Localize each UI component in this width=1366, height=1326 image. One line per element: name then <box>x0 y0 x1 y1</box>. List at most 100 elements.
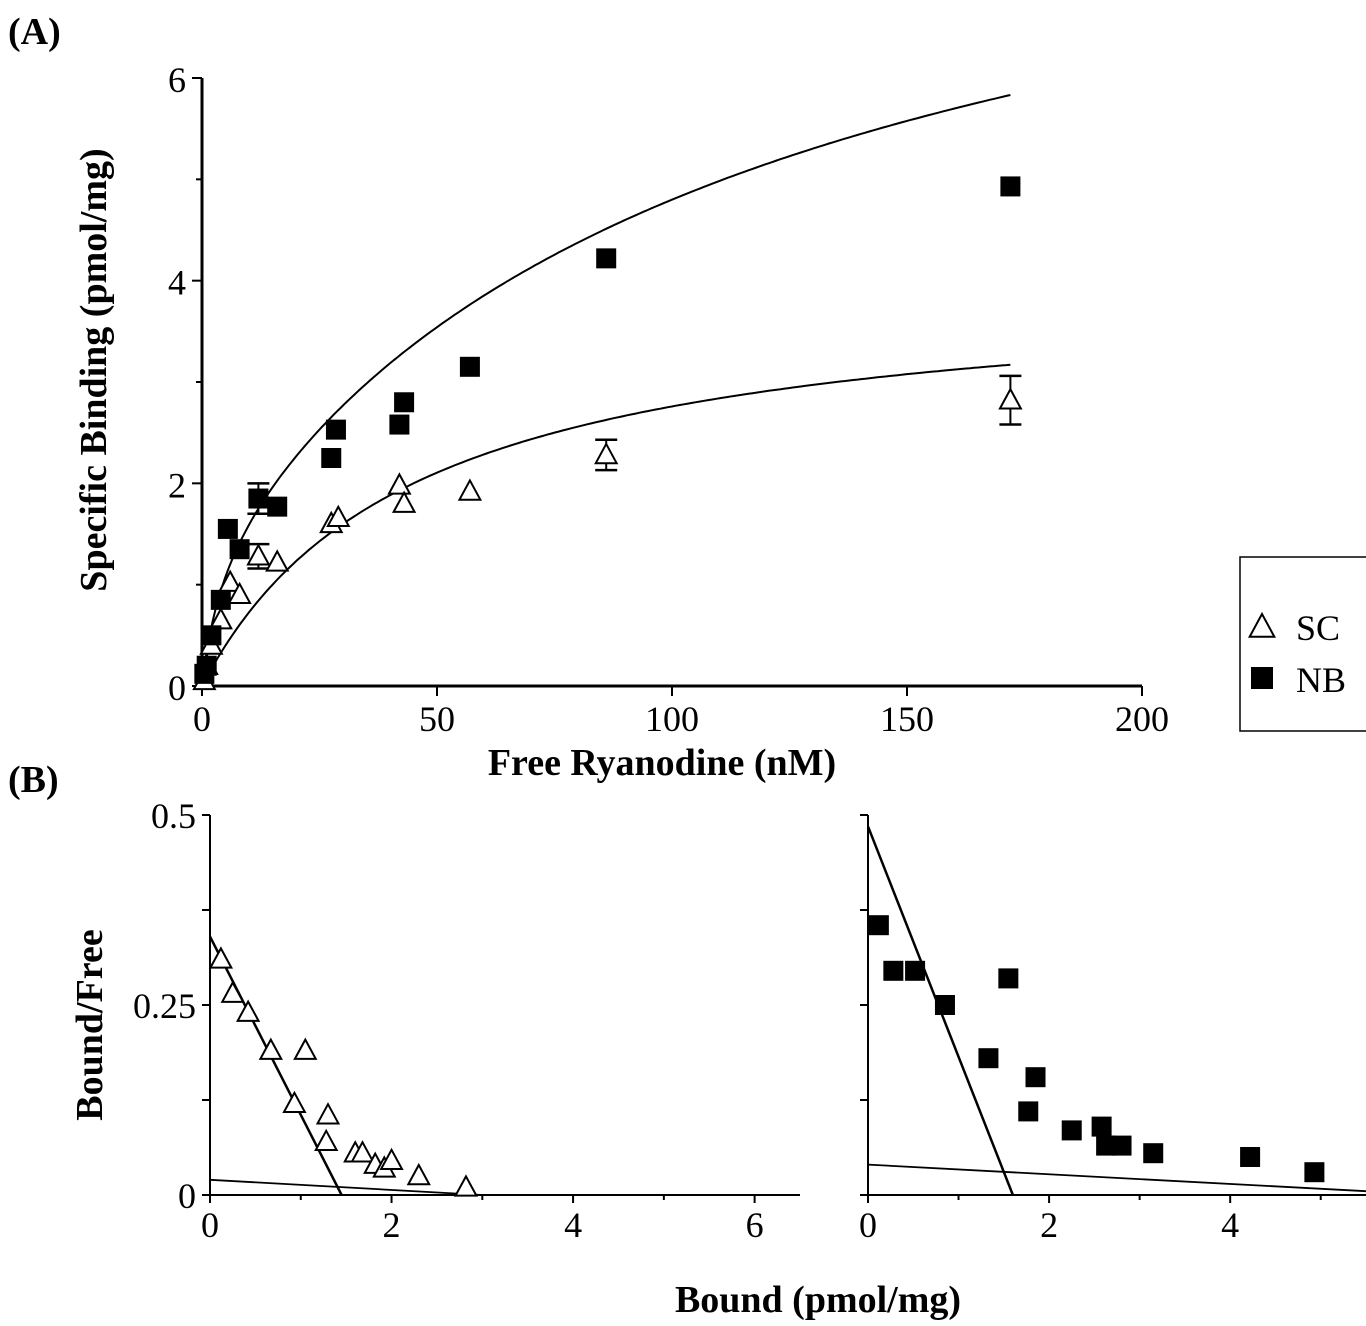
nb-data-point <box>394 392 415 413</box>
panel-b-right-nb-data-point <box>1018 1101 1039 1122</box>
nb-data-point <box>201 625 222 646</box>
panel-a-y-axis-title: Specific Binding (pmol/mg) <box>73 148 115 591</box>
panel-a-fit-curves <box>203 94 1011 682</box>
nb-data-point <box>267 496 288 517</box>
panel-b-left-low-affinity-line <box>209 1178 483 1196</box>
panel-b-left-sc-data-point <box>282 1090 307 1114</box>
panel-b-left-sc-data-point <box>208 946 234 969</box>
panel-b-left-sc-data-point <box>314 1128 339 1152</box>
sc-data-point <box>246 543 271 566</box>
panel-a-x-tick-label: 200 <box>1115 699 1169 739</box>
panel-b-left-sc-data-point <box>379 1147 404 1171</box>
panel-b-left-data-points <box>208 946 479 1197</box>
sc-data-point <box>265 549 290 572</box>
panel-b-label: (B) <box>8 759 59 801</box>
panel-a-y-tick-label: 0 <box>168 668 186 708</box>
panel-b-left-sc-data-point <box>350 1140 375 1163</box>
panel-a-axes <box>192 77 1143 696</box>
panel-b-right-nb-data-point <box>978 1048 999 1069</box>
panel-b-right-axes <box>860 814 1366 1203</box>
panel-a-label: (A) <box>8 11 61 53</box>
nb-data-point <box>229 539 250 560</box>
sc-data-point <box>387 472 412 495</box>
panel-b-left-x-tick-label: 4 <box>564 1205 582 1245</box>
panel-b-right-nb-data-point <box>883 960 904 981</box>
panel-b: (B) 0 2 4 6 0 0.25 0.5 0 2 4 Bound/Free Bound (p… <box>8 759 1366 1321</box>
nb-data-point <box>325 419 346 440</box>
legend: SC NB <box>1239 556 1366 732</box>
panel-a-y-tick-label: 2 <box>168 465 186 505</box>
panel-b-y-axis-title: Bound/Free <box>69 929 111 1120</box>
panel-b-right-nb-data-point <box>1240 1147 1261 1167</box>
nb-data-point <box>217 518 238 539</box>
panel-b-right-nb-data-point <box>1091 1116 1112 1137</box>
panel-b-right-nb-data-point <box>1304 1162 1325 1183</box>
panel-a-x-axis-title: Free Ryanodine (nM) <box>488 742 836 784</box>
panel-b-right-nb-data-point <box>1111 1135 1132 1156</box>
nb-data-point <box>459 356 480 377</box>
panel-b-left-regression-lines <box>208 936 483 1196</box>
panel-a-tick-labels: 0 50 100 150 200 0 2 4 6 <box>168 60 1169 739</box>
panel-a-y-tick-label: 4 <box>168 263 186 303</box>
sc-legend-marker <box>1247 611 1277 638</box>
panel-b-right-data-points <box>868 915 1325 1183</box>
panel-b-left-x-tick-label: 2 <box>383 1205 401 1245</box>
panel-b-right-nb-data-point <box>868 915 889 936</box>
panel-b-left-sc-data-point <box>235 999 261 1022</box>
panel-b-right-tick-labels: 0 2 4 <box>859 1205 1239 1245</box>
panel-b-x-axis-title: Bound (pmol/mg) <box>675 1279 961 1321</box>
legend-sc-label: SC <box>1296 608 1340 648</box>
panel-a: (A) 0 50 100 150 200 0 2 4 6 Free Ryanodine (nM)… <box>8 11 1169 784</box>
sc-data-point <box>457 478 483 501</box>
panel-b-left-y-tick-label: 0 <box>178 1176 196 1216</box>
panel-b-right-x-tick-label: 4 <box>1221 1205 1239 1245</box>
legend-nb-label: NB <box>1296 660 1346 700</box>
panel-b-left-sc-data-point <box>315 1102 341 1125</box>
nb-data-point <box>389 414 410 435</box>
panel-b-left-y-tick-label: 0.5 <box>151 796 196 836</box>
nb-data-point <box>1000 176 1021 197</box>
panel-b-right-nb-data-point <box>998 968 1019 989</box>
panel-a-y-tick-label: 6 <box>168 60 186 100</box>
sc-data-point <box>998 387 1023 410</box>
legend-frame <box>1239 556 1366 732</box>
nb-fit-curve <box>203 94 1011 668</box>
panel-b-right-nb-data-point <box>1096 1135 1117 1156</box>
nb-legend-marker <box>1251 667 1273 689</box>
panel-b-right-nb-data-point <box>1143 1143 1164 1164</box>
panel-b-left-high-affinity-line <box>208 936 343 1196</box>
nb-data-point <box>321 448 342 468</box>
panel-a-error-bars <box>247 374 1022 570</box>
panel-a-x-tick-label: 150 <box>880 699 934 739</box>
panel-b-right-low-affinity-line <box>867 1163 1366 1193</box>
nb-data-point <box>596 248 617 269</box>
panel-b-left-axes <box>202 814 800 1203</box>
panel-a-x-tick-label: 50 <box>419 699 455 739</box>
panel-b-left-tick-labels: 0 2 4 6 0 0.25 0.5 <box>133 796 764 1245</box>
panel-b-left-x-tick-label: 0 <box>201 1205 219 1245</box>
nb-data-point <box>210 589 231 610</box>
nb-data-point <box>248 488 269 509</box>
panel-b-left-sc-data-point <box>293 1037 318 1060</box>
panel-b-left-x-tick-label: 6 <box>746 1205 764 1245</box>
panel-b-left-sc-data-point <box>220 980 245 1003</box>
sc-data-point <box>391 490 417 513</box>
panel-b-left-sc-data-point <box>258 1037 283 1060</box>
panel-b-left-y-tick-label: 0.25 <box>133 986 196 1026</box>
sc-data-point <box>594 441 619 465</box>
nb-data-point <box>196 655 217 676</box>
sc-data-point <box>326 504 351 528</box>
panel-b-right-x-tick-label: 0 <box>859 1205 877 1245</box>
sc-data-point <box>227 581 252 605</box>
panel-b-right-nb-data-point <box>1025 1067 1046 1088</box>
panel-b-right-x-tick-label: 2 <box>1040 1205 1058 1245</box>
legend-nb-square-marker <box>1251 667 1273 689</box>
panel-b-left-sc-data-point <box>453 1174 479 1197</box>
legend-sc-triangle-marker <box>1247 611 1277 638</box>
panel-a-x-tick-label: 0 <box>193 699 211 739</box>
panel-b-right-nb-data-point <box>1061 1120 1082 1141</box>
panel-b-right-nb-data-point <box>934 995 955 1015</box>
panel-b-left-sc-data-point <box>406 1162 431 1186</box>
panel-a-x-tick-label: 100 <box>645 699 699 739</box>
